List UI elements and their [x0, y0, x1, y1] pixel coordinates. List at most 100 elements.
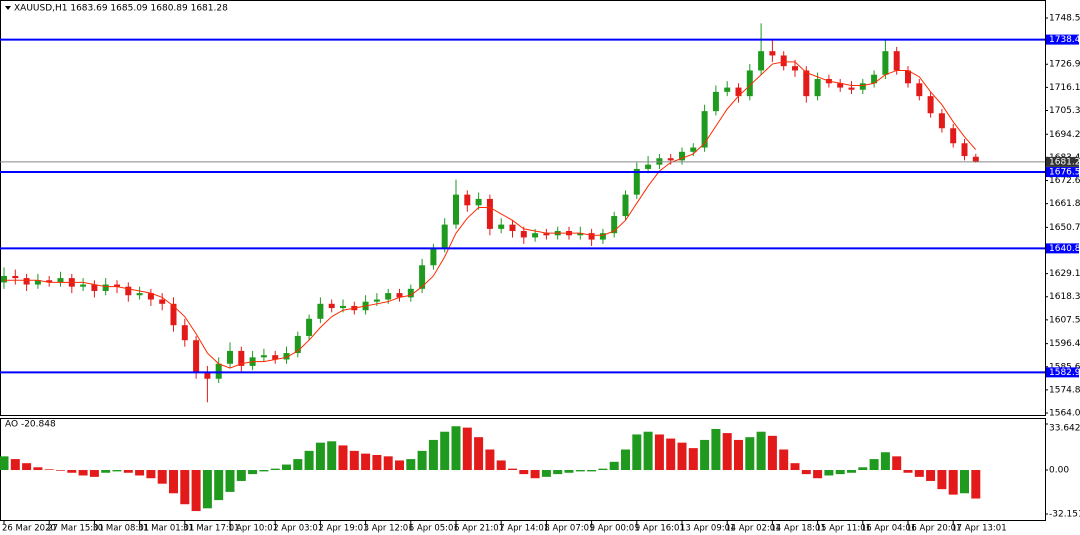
candle-body [859, 83, 866, 90]
ao-bar [745, 437, 755, 471]
ao-bar [22, 463, 32, 471]
level-box [1046, 243, 1079, 254]
x-tick-label: 27 Mar 15:01 [47, 524, 104, 534]
ao-bar [688, 448, 698, 471]
ao-bar [575, 470, 585, 472]
level-box [1046, 367, 1079, 378]
candle-body [260, 355, 267, 358]
x-tick-label: 14 Apr 02:01 [725, 524, 780, 534]
candle-body [758, 51, 765, 71]
y-tick-label: -32.151 [1049, 510, 1080, 520]
y-tick-label: 1705.30 [1049, 106, 1080, 116]
current-price-label: 1681.28 [1049, 157, 1080, 167]
level-label: 1676.55 [1049, 168, 1080, 178]
ao-bar [56, 470, 65, 471]
ao-bar [553, 470, 563, 475]
ao-bar [598, 468, 608, 471]
y-tick-label: 1716.10 [1049, 83, 1080, 93]
candle-body [961, 143, 968, 157]
ao-bar [880, 452, 890, 471]
x-tick-label: 16 Apr 20:01 [906, 524, 961, 534]
x-tick-label: 30 Mar 08:01 [92, 524, 149, 534]
candle-body [498, 224, 505, 229]
candle-body [509, 224, 516, 232]
candle-body [102, 284, 109, 291]
candle-body [667, 158, 674, 161]
y-tick-label: 1629.10 [1049, 269, 1080, 279]
ao-bar [225, 470, 235, 492]
ao-bar [971, 470, 981, 499]
candle-body [724, 87, 731, 92]
x-tick-label: 7 Apr 14:01 [499, 524, 549, 534]
ao-bar [767, 435, 777, 471]
ao-bar [632, 434, 642, 471]
candle-body [441, 224, 448, 249]
x-tick-label: 17 Apr 13:01 [951, 524, 1006, 534]
ao-bar [847, 470, 856, 473]
ao-bar [948, 470, 958, 495]
candle-body [385, 293, 392, 300]
ao-bar [519, 470, 529, 475]
candle-body [317, 303, 324, 319]
candle-body [837, 83, 844, 88]
collapse-icon [5, 6, 11, 10]
ao-bar [395, 460, 404, 471]
candle-body [814, 79, 821, 97]
candle-body [543, 233, 550, 236]
candle-body [46, 280, 53, 283]
candle-body [803, 70, 810, 97]
y-tick-label: 1650.70 [1049, 223, 1080, 233]
ao-bar [293, 459, 303, 471]
candle-body [464, 194, 471, 206]
ao-bar [315, 442, 325, 471]
y-tick-label: 1694.20 [1049, 130, 1080, 140]
ao-bar [609, 461, 619, 471]
candle-body [712, 91, 719, 112]
ao-bar [304, 450, 314, 471]
candle-body [159, 299, 166, 304]
y-tick-label: 1574.80 [1049, 385, 1080, 395]
ao-bar [440, 431, 450, 471]
candle-body [475, 198, 482, 206]
ao-bar [259, 470, 269, 472]
ao-bar [191, 470, 201, 512]
ao-bar [530, 470, 540, 479]
ao-bar [202, 470, 212, 509]
x-tick-label: 6 Apr 05:01 [409, 524, 459, 534]
x-tick-label: 26 Mar 2020 [2, 524, 56, 534]
candle-body [181, 325, 188, 341]
ao-bar [180, 470, 190, 505]
candle-body [690, 147, 697, 152]
candle-body [927, 96, 934, 114]
y-tick-label: 1618.30 [1049, 292, 1080, 302]
candle-body [520, 231, 527, 238]
x-tick-label: 14 Apr 18:01 [770, 524, 825, 534]
ao-bar [643, 431, 653, 471]
ao-bar [700, 439, 710, 471]
candle-body [599, 233, 606, 240]
candle-body [80, 284, 87, 287]
candle-body [453, 194, 459, 225]
level-label: 1738.41 [1049, 35, 1080, 45]
x-tick-label: 31 Mar 01:01 [138, 524, 195, 534]
level-box [1046, 167, 1079, 178]
candle-body [91, 284, 98, 291]
x-tick-label: 9 Apr 00:01 [590, 524, 640, 534]
y-tick-label: 1596.40 [1049, 339, 1080, 349]
candle-body [848, 87, 855, 90]
ao-bar [236, 470, 246, 481]
ao-bar [485, 449, 495, 471]
ao-bar [135, 470, 145, 476]
ao-bar [383, 456, 393, 471]
candle-body [125, 286, 132, 296]
x-tick-label: 8 Apr 07:01 [544, 524, 594, 534]
ao-bar [146, 470, 156, 479]
candle-body [792, 66, 798, 71]
y-tick-label: 1585.60 [1049, 362, 1080, 372]
ao-bar [338, 445, 348, 471]
candle-body [23, 278, 30, 285]
ao-bar [101, 470, 111, 473]
ao-title: AO -20.848 [5, 420, 56, 430]
ao-bar [248, 470, 258, 475]
